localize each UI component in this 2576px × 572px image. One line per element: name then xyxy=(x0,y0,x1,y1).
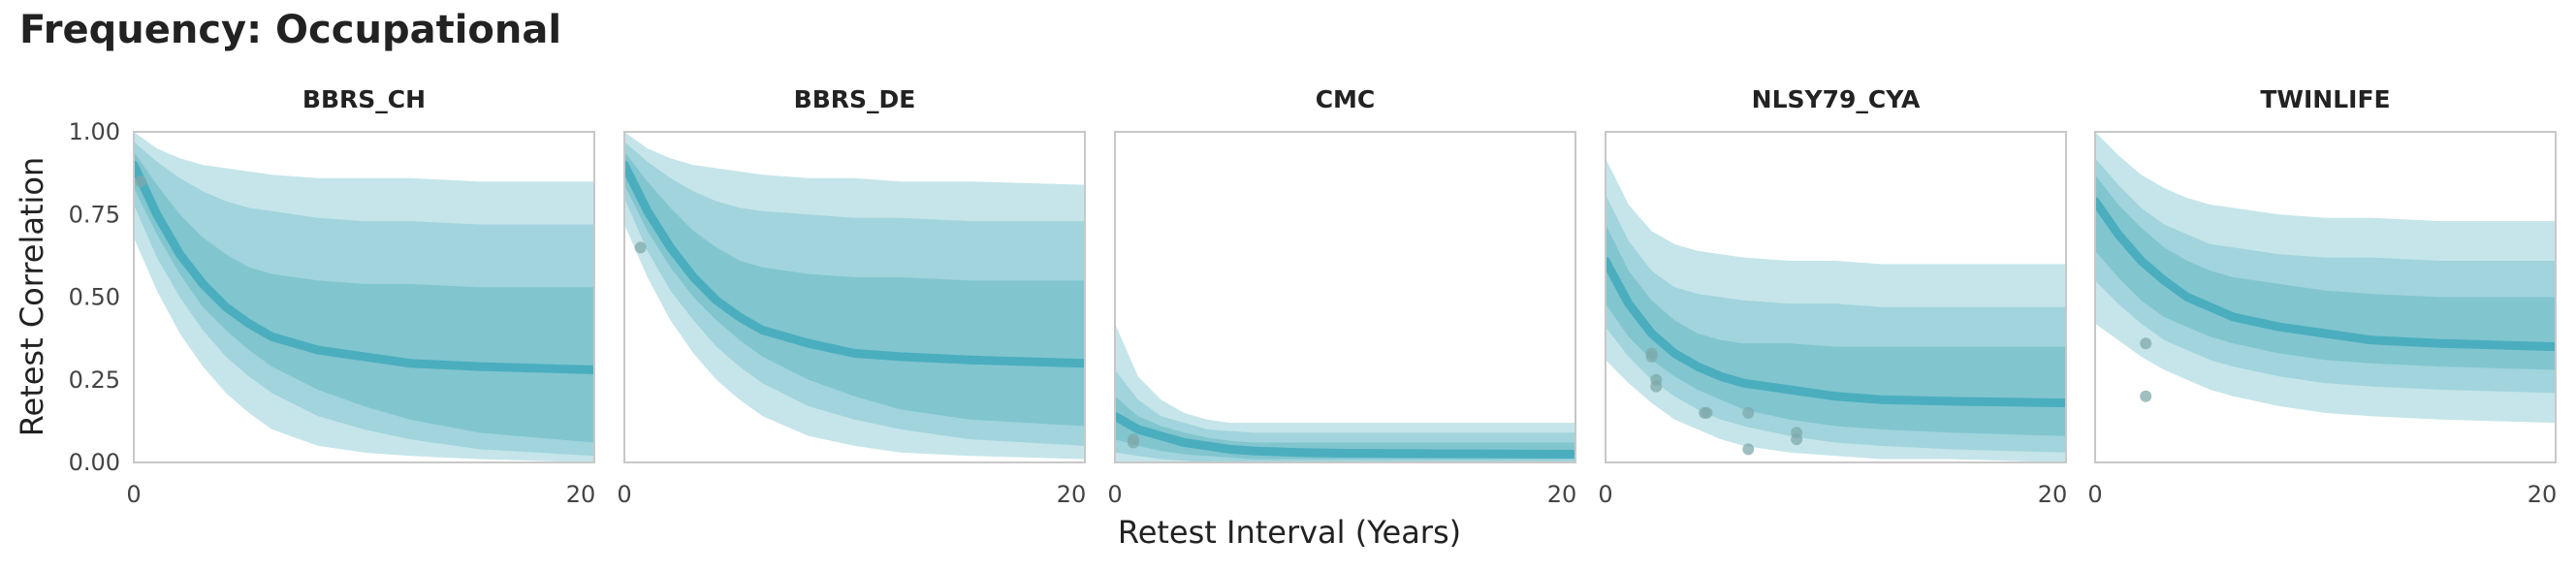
credible-band-1 xyxy=(1115,323,1575,462)
data-point xyxy=(2140,390,2152,402)
x-tick-label: 20 xyxy=(2528,481,2558,508)
plot-area xyxy=(1606,158,2066,462)
data-point xyxy=(1650,380,1663,393)
data-point xyxy=(1742,406,1755,419)
x-tick-label: 20 xyxy=(566,481,596,508)
x-tick-label: 20 xyxy=(2038,481,2068,508)
panel-title: CMC xyxy=(1316,85,1376,113)
panel-title: BBRS_DE xyxy=(794,85,916,113)
y-tick-label: 1.00 xyxy=(69,118,120,145)
x-tick-label: 0 xyxy=(1598,481,1612,508)
data-point xyxy=(2140,337,2152,350)
panel-title: TWINLIFE xyxy=(2260,85,2390,113)
x-axis-label: Retest Interval (Years) xyxy=(1118,514,1461,551)
panel-frame xyxy=(1605,131,2067,463)
x-tick-label: 0 xyxy=(1107,481,1122,508)
data-point xyxy=(1791,433,1803,446)
median-line xyxy=(134,160,594,374)
panel-frame xyxy=(2094,131,2557,463)
panel-nlsy79-cya: NLSY79_CYA 0 20 xyxy=(1598,85,2067,508)
median-line xyxy=(1606,256,2066,408)
data-point xyxy=(1645,350,1658,363)
credible-band-3 xyxy=(2095,175,2556,370)
median-line xyxy=(624,160,1085,368)
plot-area xyxy=(624,132,1085,460)
x-tick-label: 0 xyxy=(617,481,631,508)
panel-frame xyxy=(623,131,1086,463)
panel-frame xyxy=(133,131,595,463)
y-tick-label: 0.25 xyxy=(69,366,120,394)
y-tick-label: 0.50 xyxy=(69,284,120,311)
x-tick-label: 20 xyxy=(1057,481,1087,508)
panel-bbrs-ch: BBRS_CH 0 20 0.00 0.25 0.50 0.75 1.00 xyxy=(69,85,596,508)
credible-band-3 xyxy=(1115,396,1575,460)
panel-bbrs-de: BBRS_DE 0 20 xyxy=(617,85,1086,508)
panel-frame xyxy=(1114,131,1576,463)
x-tick-label: 20 xyxy=(1547,481,1577,508)
data-point xyxy=(634,241,647,254)
data-point xyxy=(135,175,147,188)
plot-area xyxy=(2095,132,2556,424)
y-tick-label: 0.00 xyxy=(69,449,120,476)
data-point xyxy=(1701,406,1713,419)
x-tick-label: 0 xyxy=(126,481,141,508)
y-tick-label: 0.75 xyxy=(69,201,120,228)
median-line xyxy=(1115,411,1575,459)
credible-band-3 xyxy=(1606,224,2066,436)
panel-twinlife: TWINLIFE 0 20 xyxy=(2087,85,2557,508)
figure-title: Frequency: Occupational xyxy=(19,8,562,52)
data-point xyxy=(1128,436,1139,449)
median-line xyxy=(2095,197,2556,352)
panel-cmc: CMC 0 20 xyxy=(1107,85,1576,508)
panel-title: NLSY79_CYA xyxy=(1752,85,1921,113)
credible-band-2 xyxy=(1115,369,1575,462)
panel-title: BBRS_CH xyxy=(302,85,426,113)
x-tick-label: 0 xyxy=(2087,481,2102,508)
chart-panels: BBRS_CH 0 20 0.00 0.25 0.50 0.75 1.00 BBRS_DE 0 20… xyxy=(69,85,2558,508)
plot-area xyxy=(134,132,594,462)
data-point xyxy=(1742,443,1755,456)
plot-area xyxy=(1115,323,1575,462)
y-axis-label: Retest Correlation xyxy=(14,157,50,437)
